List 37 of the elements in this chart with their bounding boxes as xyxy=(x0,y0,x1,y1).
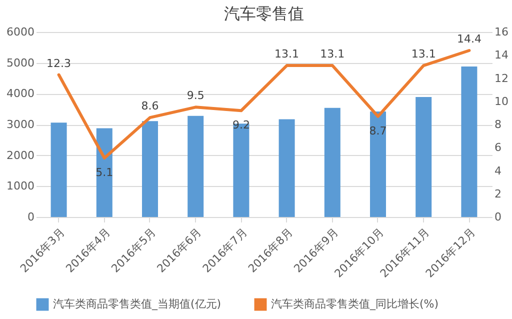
y-tick-label: 0 xyxy=(28,210,34,224)
data-label: 5.1 xyxy=(96,166,114,180)
bar xyxy=(324,108,340,217)
y-tick-label: 6000 xyxy=(6,26,34,38)
bar xyxy=(278,119,295,217)
bar xyxy=(370,112,386,217)
y2-tick-label: 4 xyxy=(494,164,502,178)
data-label: 9.5 xyxy=(186,89,204,102)
y2-tick-label: 14 xyxy=(494,48,508,62)
bar xyxy=(461,66,478,217)
legend-label: 汽车类商品零售类值_当期值(亿元) xyxy=(53,298,222,311)
y2-tick-label: 16 xyxy=(494,26,508,38)
y2-tick-label: 0 xyxy=(494,210,502,224)
bar xyxy=(416,97,432,217)
legend-label: 汽车类商品零售类值_同比增长(%) xyxy=(271,298,439,311)
data-label: 14.4 xyxy=(456,32,482,46)
y2-tick-label: 6 xyxy=(494,141,502,154)
y-tick-label: 4000 xyxy=(6,87,34,100)
data-label: 8.6 xyxy=(141,100,159,113)
y-tick-label: 1000 xyxy=(6,180,34,193)
data-label: 13.1 xyxy=(411,48,436,61)
data-label: 12.3 xyxy=(46,56,72,70)
bar xyxy=(142,121,158,217)
y2-tick-label: 12 xyxy=(494,72,508,85)
data-label: 8.7 xyxy=(369,124,387,138)
bar xyxy=(96,128,112,217)
bar xyxy=(188,116,204,217)
bar xyxy=(50,122,67,217)
chart-title: 汽车零售值 xyxy=(224,4,304,23)
y-tick-label: 2000 xyxy=(6,148,34,162)
y-tick-label: 5000 xyxy=(6,56,34,70)
y-tick-label: 3000 xyxy=(6,118,34,131)
data-label: 13.1 xyxy=(274,48,300,61)
y2-tick-label: 2 xyxy=(494,187,502,200)
data-label: 13.1 xyxy=(320,48,345,61)
y2-tick-label: 8 xyxy=(494,118,502,131)
y2-tick-label: 10 xyxy=(494,94,508,108)
